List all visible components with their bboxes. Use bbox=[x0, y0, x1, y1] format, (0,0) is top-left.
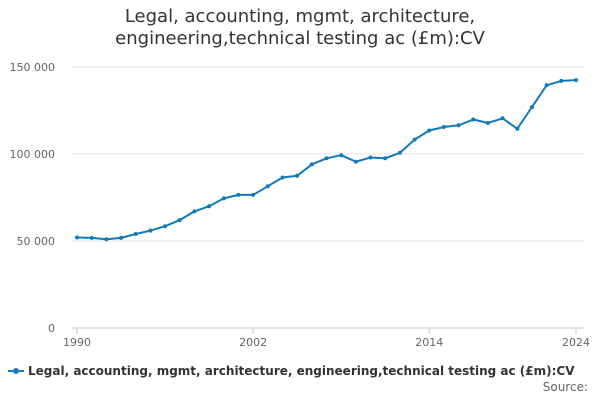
data-point[interactable] bbox=[456, 123, 461, 128]
legend[interactable]: Legal, accounting, mgmt, architecture, e… bbox=[8, 364, 575, 378]
line-chart: 0 50 000 100 000 150 000 1990 2002 2014 2024 bbox=[10, 61, 591, 349]
x-tick-label: 2002 bbox=[239, 336, 267, 349]
data-point[interactable] bbox=[339, 153, 344, 158]
x-tick-label: 1990 bbox=[63, 336, 91, 349]
data-point[interactable] bbox=[119, 235, 123, 240]
axis-layer: 0 50 000 100 000 150 000 1990 2002 2014 2024 bbox=[10, 61, 591, 349]
data-point[interactable] bbox=[148, 228, 153, 233]
x-tick-label: 2014 bbox=[415, 336, 443, 349]
data-point[interactable] bbox=[485, 121, 490, 125]
data-point[interactable] bbox=[163, 224, 168, 229]
data-point[interactable] bbox=[177, 218, 182, 223]
data-point[interactable] bbox=[397, 150, 402, 155]
y-tick-label: 100 000 bbox=[10, 148, 56, 161]
data-point[interactable] bbox=[236, 192, 241, 197]
source-label: Source: bbox=[542, 380, 588, 394]
data-point[interactable] bbox=[544, 83, 549, 88]
data-point[interactable] bbox=[133, 232, 138, 236]
data-point[interactable] bbox=[500, 116, 505, 121]
y-tick-label: 0 bbox=[48, 322, 55, 335]
data-point[interactable] bbox=[295, 173, 300, 178]
data-point[interactable] bbox=[89, 235, 94, 240]
data-point[interactable] bbox=[559, 78, 564, 83]
data-point[interactable] bbox=[471, 117, 476, 122]
data-point[interactable] bbox=[574, 78, 578, 83]
legend-label: Legal, accounting, mgmt, architecture, e… bbox=[28, 364, 575, 378]
data-point[interactable] bbox=[383, 156, 388, 161]
data-point[interactable] bbox=[515, 126, 520, 131]
data-point[interactable] bbox=[265, 184, 270, 189]
x-tick-label: 2024 bbox=[562, 336, 590, 349]
y-tick-label: 150 000 bbox=[10, 61, 56, 74]
legend-swatch-icon bbox=[8, 365, 24, 377]
data-point[interactable] bbox=[353, 159, 358, 164]
data-point[interactable] bbox=[104, 237, 109, 242]
data-point[interactable] bbox=[441, 125, 446, 129]
grid-layer bbox=[72, 66, 584, 329]
chart-title-line-1: Legal, accounting, mgmt, architecture, bbox=[124, 6, 476, 27]
data-point[interactable] bbox=[309, 162, 314, 167]
data-point[interactable] bbox=[427, 128, 432, 133]
data-point[interactable] bbox=[192, 209, 197, 214]
chart-title-line-2: engineering,technical testing ac (£m):CV bbox=[115, 28, 485, 49]
data-point[interactable] bbox=[280, 175, 285, 180]
data-point[interactable] bbox=[412, 137, 417, 142]
series-layer bbox=[75, 78, 578, 242]
data-point[interactable] bbox=[207, 204, 212, 209]
data-point[interactable] bbox=[530, 105, 534, 109]
y-tick-label: 50 000 bbox=[17, 235, 56, 248]
chart-title: Legal, accounting, mgmt, architecture, e… bbox=[0, 6, 600, 50]
data-point[interactable] bbox=[75, 235, 79, 240]
data-point[interactable] bbox=[221, 196, 226, 201]
data-point[interactable] bbox=[324, 156, 329, 161]
data-point[interactable] bbox=[368, 155, 373, 160]
data-point[interactable] bbox=[251, 192, 256, 197]
